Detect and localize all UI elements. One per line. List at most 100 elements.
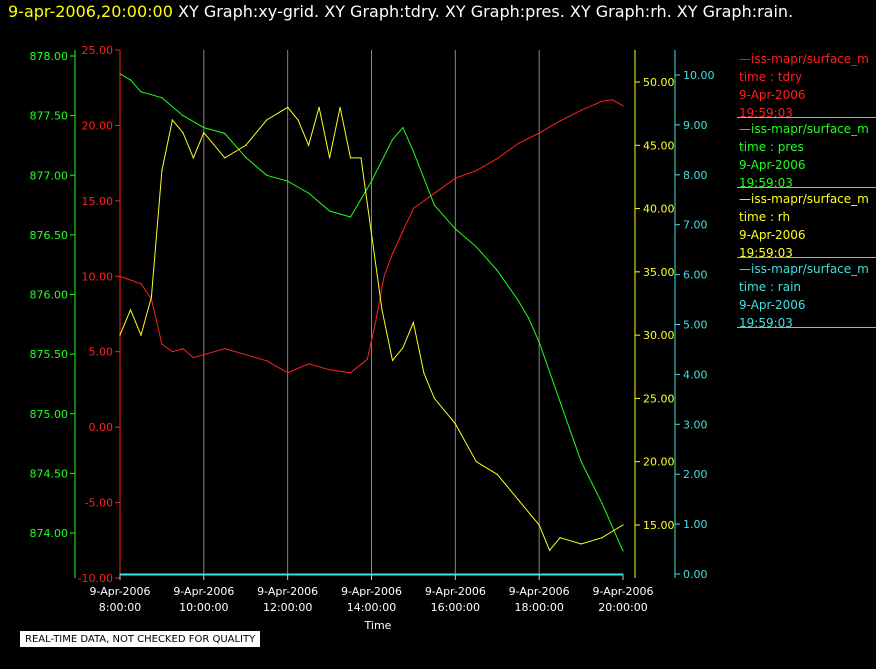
point-pres [475, 246, 477, 248]
pres-tick-label: 876.00 [30, 289, 69, 302]
point-rain [119, 573, 121, 575]
point-tdry [601, 100, 603, 102]
legend: —iss-mapr/surface_m time : tdry 9-Apr-2006… [737, 48, 876, 328]
point-tdry [366, 358, 368, 360]
point-tdry [349, 372, 352, 374]
x-tick-time: 12:00:00 [263, 601, 312, 614]
point-tdry [192, 357, 194, 359]
x-tick-date: 9-Apr-2006 [173, 585, 234, 598]
tdry-tick-label: -10.00 [78, 572, 113, 585]
rh-tick-label: 25.00 [643, 392, 675, 405]
point-tdry [287, 372, 289, 374]
point-pres [601, 502, 603, 504]
point-tdry [454, 177, 456, 179]
point-tdry [140, 283, 142, 285]
x-tick-date: 9-Apr-2006 [341, 585, 402, 598]
x-tick-time: 16:00:00 [431, 601, 480, 614]
tdry-tick-label: 15.00 [82, 195, 114, 208]
point-pres [349, 216, 352, 218]
point-pres [119, 73, 121, 75]
rh-tick-label: 45.00 [643, 139, 675, 152]
point-rh [203, 132, 205, 134]
point-rh [517, 499, 519, 501]
legend-rh-time: 19:59:03 [739, 246, 793, 258]
rain-tick-label: 10.00 [683, 69, 715, 82]
point-rh [328, 157, 331, 159]
point-pres [224, 132, 226, 135]
rain-tick-label: 3.00 [683, 418, 708, 431]
rh-tick-label: 15.00 [643, 519, 675, 532]
point-pres [517, 299, 519, 302]
point-rh [119, 334, 121, 336]
point-rain [622, 573, 624, 575]
point-rh [433, 397, 435, 400]
legend-tdry-time: 19:59:03 [739, 106, 793, 118]
legend-pres-date: 9-Apr-2006 [739, 158, 806, 172]
tdry-tick-label: 5.00 [89, 346, 114, 359]
legend-rh-field: time : rh [739, 210, 791, 224]
legend-tdry-field: time : tdry [739, 70, 803, 84]
rh-tick-label: 40.00 [643, 203, 675, 216]
point-rh [538, 524, 540, 526]
legend-rh-date: 9-Apr-2006 [739, 228, 806, 242]
legend-rh-source: —iss-mapr/surface_m [739, 192, 869, 206]
point-tdry [171, 351, 173, 353]
point-rh [381, 309, 383, 311]
legend-pres-source: —iss-mapr/surface_m [739, 122, 869, 136]
point-rh [339, 106, 341, 108]
point-tdry [517, 142, 519, 145]
point-rh [266, 119, 268, 121]
point-rh [182, 132, 184, 134]
rh-tick-label: 35.00 [643, 266, 675, 279]
rain-tick-label: 9.00 [683, 119, 708, 132]
point-pres [266, 174, 268, 176]
point-pres [140, 91, 142, 93]
pres-tick-label: 875.00 [30, 408, 69, 421]
rain-tick-label: 6.00 [683, 269, 708, 282]
point-tdry [308, 363, 310, 365]
quality-note: REAL-TIME DATA, NOT CHECKED FOR QUALITY [20, 631, 261, 647]
point-pres [538, 341, 540, 343]
point-pres [370, 180, 373, 182]
point-rh [192, 157, 194, 159]
point-rh [402, 347, 404, 349]
point-rh [308, 144, 310, 146]
x-axis-label: Time [364, 619, 392, 632]
point-tdry [402, 230, 404, 232]
point-rh [370, 233, 373, 235]
point-pres [287, 180, 289, 182]
x-tick-date: 9-Apr-2006 [592, 585, 653, 598]
rh-tick-label: 30.00 [643, 329, 675, 342]
rain-tick-label: 4.00 [683, 368, 708, 381]
point-rh [171, 119, 173, 121]
tdry-tick-label: 10.00 [82, 270, 114, 283]
point-tdry [622, 105, 624, 107]
rain-tick-label: 5.00 [683, 319, 708, 332]
x-tick-time: 20:00:00 [598, 601, 647, 614]
pres-tick-label: 874.00 [30, 527, 69, 540]
point-pres [245, 156, 247, 158]
point-tdry [496, 158, 498, 160]
point-rh [559, 537, 561, 539]
legend-tdry-date: 9-Apr-2006 [739, 88, 806, 102]
tdry-tick-label: 0.00 [89, 421, 114, 434]
rh-tick-label: 20.00 [643, 456, 675, 469]
legend-tdry-source: —iss-mapr/surface_m [739, 52, 869, 66]
point-tdry [375, 320, 377, 323]
x-tick-date: 9-Apr-2006 [257, 585, 318, 598]
point-tdry [161, 343, 163, 345]
point-tdry [412, 207, 415, 209]
rain-tick-label: 8.00 [683, 169, 708, 182]
x-tick-date: 9-Apr-2006 [89, 585, 150, 598]
point-rh [129, 309, 132, 311]
point-rh [601, 537, 603, 539]
point-pres [402, 126, 404, 129]
x-tick-time: 18:00:00 [514, 601, 563, 614]
header-timestamp: 9-apr-2006,20:00:00 [8, 2, 173, 21]
legend-pres-time: 19:59:03 [739, 176, 793, 188]
point-pres [412, 150, 415, 152]
header-graph-list: XY Graph:xy-grid. XY Graph:tdry. XY Grap… [178, 2, 794, 21]
rain-tick-label: 7.00 [683, 219, 708, 232]
legend-rain-time: 19:59:03 [739, 316, 793, 328]
tdry-tick-label: 25.00 [82, 44, 114, 57]
